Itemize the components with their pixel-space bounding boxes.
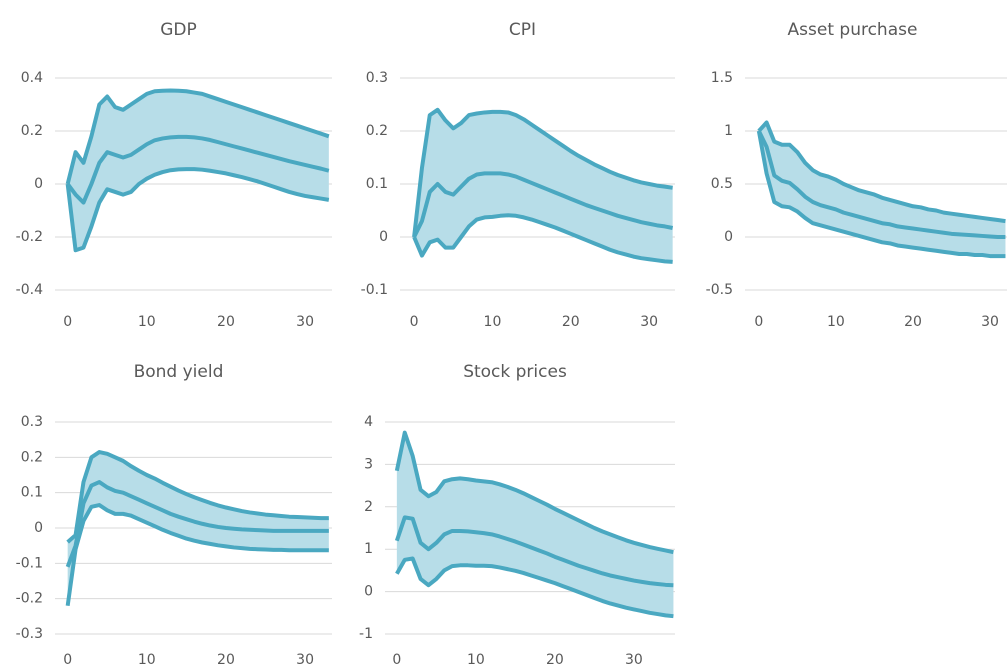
y-tick-label: -0.1 bbox=[361, 282, 388, 298]
y-tick-label: 1.5 bbox=[711, 70, 733, 86]
x-tick-label: 0 bbox=[392, 652, 401, 668]
y-tick-label: 0 bbox=[364, 584, 373, 600]
y-tick-label: -0.3 bbox=[16, 626, 43, 642]
y-tick-label: 0.3 bbox=[366, 70, 388, 86]
y-tick-label: 3 bbox=[364, 456, 373, 472]
line bbox=[757, 130, 1006, 239]
x-tick-label: 10 bbox=[467, 652, 485, 668]
y-tick-label: -1 bbox=[359, 626, 373, 642]
line bbox=[65, 167, 330, 253]
panel: -0.1 0 0.1 0.2 0.3 0 10 20 30 CPI bbox=[361, 20, 675, 330]
line bbox=[65, 480, 329, 568]
y-tick-label: 1 bbox=[364, 541, 373, 557]
panel: -0.5 0 0.5 1 1.5 0 10 20 30 Asset purchase bbox=[706, 20, 1007, 330]
x-tick-label: 0 bbox=[63, 652, 72, 668]
y-tick-label: -0.1 bbox=[16, 555, 43, 571]
x-tick-label: 0 bbox=[754, 314, 763, 330]
x-tick-label: 30 bbox=[296, 314, 314, 330]
band bbox=[67, 90, 329, 251]
panel: -0.4 -0.2 0 0.2 0.4 0 10 20 30 GDP bbox=[16, 20, 332, 330]
line bbox=[395, 556, 674, 619]
y-tick-label: 0 bbox=[379, 229, 388, 245]
x-tick-label: 20 bbox=[562, 314, 580, 330]
line bbox=[412, 107, 673, 238]
plot-area bbox=[756, 120, 1006, 259]
y-tick-label: 0.2 bbox=[21, 449, 43, 465]
x-tick-label: 30 bbox=[640, 314, 658, 330]
x-tick-label: 30 bbox=[981, 314, 999, 330]
plot-area bbox=[65, 88, 330, 253]
band bbox=[67, 452, 329, 606]
band bbox=[758, 122, 1006, 257]
y-tick-label: 0.2 bbox=[366, 123, 388, 139]
x-tick-label: 20 bbox=[904, 314, 922, 330]
line bbox=[756, 130, 1006, 259]
y-tick-label: -0.4 bbox=[16, 282, 43, 298]
x-tick-label: 10 bbox=[484, 314, 502, 330]
y-tick-label: 0 bbox=[34, 520, 43, 536]
x-tick-label: 0 bbox=[410, 314, 419, 330]
line bbox=[65, 503, 329, 607]
plot-area bbox=[412, 107, 674, 264]
x-tick-label: 10 bbox=[138, 314, 156, 330]
y-tick-label: 4 bbox=[364, 414, 373, 430]
y-tick-label: 0.1 bbox=[366, 176, 388, 192]
y-tick-label: 0 bbox=[724, 229, 733, 245]
chart-title: Stock prices bbox=[463, 362, 567, 382]
x-tick-label: 30 bbox=[625, 652, 643, 668]
line bbox=[66, 134, 330, 205]
panel: -0.3 -0.2 -0.1 0 0.1 0.2 0.3 0 10 20 30 Bond yield bbox=[16, 362, 332, 668]
plot-area bbox=[65, 450, 329, 607]
y-tick-label: 0.3 bbox=[21, 414, 43, 430]
line bbox=[65, 88, 330, 185]
line bbox=[412, 171, 674, 238]
x-tick-label: 10 bbox=[827, 314, 845, 330]
plot-area bbox=[394, 430, 674, 619]
x-tick-label: 20 bbox=[217, 652, 235, 668]
y-tick-label: 2 bbox=[364, 499, 373, 515]
y-tick-label: 1 bbox=[724, 123, 733, 139]
y-tick-label: -0.2 bbox=[16, 229, 43, 245]
line bbox=[757, 120, 1006, 224]
x-tick-label: 10 bbox=[138, 652, 156, 668]
chart-title: Bond yield bbox=[134, 362, 224, 382]
line bbox=[394, 430, 674, 555]
y-tick-label: 0.5 bbox=[711, 176, 733, 192]
x-tick-label: 20 bbox=[217, 314, 235, 330]
line bbox=[66, 450, 329, 544]
y-tick-label: -0.5 bbox=[706, 282, 733, 298]
y-tick-label: 0.4 bbox=[21, 70, 43, 86]
band bbox=[396, 432, 674, 617]
y-tick-label: 0.2 bbox=[21, 123, 43, 139]
x-tick-label: 30 bbox=[296, 652, 314, 668]
panel: -1 0 1 2 3 4 0 10 20 30 Stock prices bbox=[359, 362, 675, 668]
y-tick-label: -0.2 bbox=[16, 591, 43, 607]
line bbox=[394, 515, 674, 588]
x-tick-label: 0 bbox=[63, 314, 72, 330]
chart-title: Asset purchase bbox=[788, 20, 918, 40]
y-tick-label: 0.1 bbox=[21, 485, 43, 501]
x-tick-label: 20 bbox=[546, 652, 564, 668]
chart-title: CPI bbox=[509, 20, 536, 40]
chart-title: GDP bbox=[160, 20, 197, 40]
line bbox=[412, 213, 673, 264]
y-tick-label: 0 bbox=[34, 176, 43, 192]
